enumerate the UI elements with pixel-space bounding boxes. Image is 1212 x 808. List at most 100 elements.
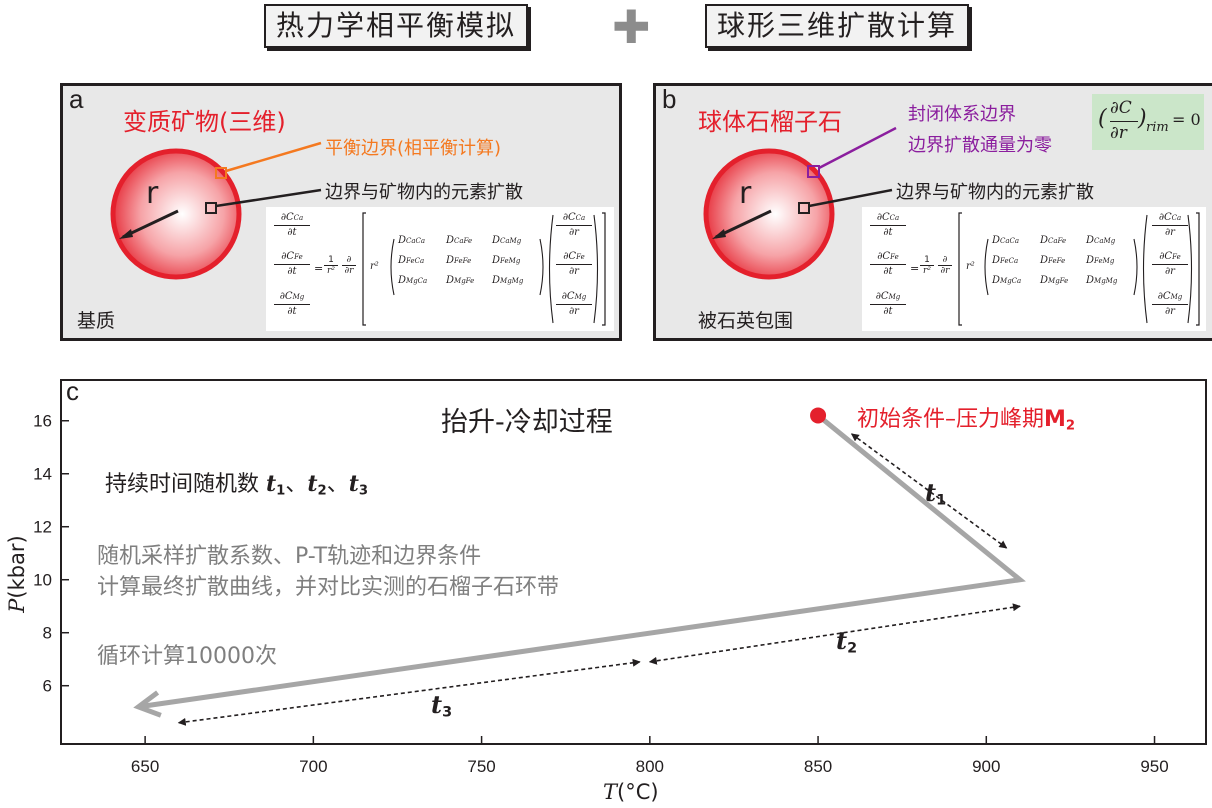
r2-factor: r² [370, 261, 379, 272]
d-mgmg-sub: MgMg [1094, 277, 1118, 285]
lhs-fe-denominator: ∂t [287, 266, 297, 277]
diffusion-equation-a: ∂CCa ∂t ∂CFe ∂t ∂CMg ∂t = 1 r² ∂ ∂r r² DCaCa DCaFe DCa… [266, 207, 614, 331]
d-feca-symbol: D [992, 255, 1001, 266]
d-femg: DFeMg [1086, 255, 1114, 266]
closed-boundary-marker [807, 165, 820, 178]
x-tick-label-850: 850 [804, 757, 832, 776]
d-caca: DCaCa [992, 235, 1019, 246]
duration-t1-sub: 1 [276, 483, 286, 499]
d-mgmg: DMgMg [1086, 275, 1117, 286]
rhs-mg: ∂CMg ∂r [1150, 291, 1190, 317]
loop-note: 循环计算10000次 [97, 644, 277, 669]
interior-marker-square-b [798, 202, 810, 214]
segment-t1-symbol: t [925, 478, 937, 507]
zero-flux-equals: = 0 [1172, 110, 1201, 129]
d-cafe: DCaFe [1040, 235, 1066, 246]
rhs-fe-num-text: ∂C [563, 251, 577, 262]
one-bar [920, 265, 934, 266]
lhs-ca: ∂CCa ∂t [868, 212, 908, 238]
d-feca: DFeCa [992, 255, 1018, 266]
rhs-fe-num-text: ∂C [1159, 251, 1173, 262]
lhs-mg-denominator: ∂t [287, 306, 297, 317]
segment-t3-symbol: t [431, 690, 443, 719]
interior-leader-line-b [808, 188, 893, 208]
rhs-ca: ∂CCa ∂r [554, 212, 594, 238]
d-cafe-sub: CaFe [454, 237, 473, 245]
y-tick-label-14: 14 [33, 465, 52, 484]
rhs-fe-numerator: ∂CFe [554, 251, 594, 263]
rhs-fe-num-sub: Fe [576, 253, 585, 261]
d-femg-sub: FeMg [1094, 257, 1115, 265]
segment-t2-sub: 2 [847, 640, 858, 657]
lhs-ca-denominator: ∂t [883, 227, 893, 238]
segment-label-t3: t3 [431, 690, 452, 721]
mineral-sphere [110, 148, 242, 280]
lhs-mg: ∂CMg ∂t [272, 291, 312, 317]
interior-leader-line [215, 188, 322, 208]
d-mgfe-symbol: D [1040, 275, 1049, 286]
x-axis-symbol: T [603, 780, 618, 804]
d-femg-sub: FeMg [500, 257, 521, 265]
rhs-mg-denominator: ∂r [1165, 306, 1175, 317]
x-tick-label-700: 700 [299, 757, 327, 776]
d-caca: DCaCa [398, 235, 425, 246]
interior-marker-square [205, 202, 217, 214]
rhs-mg-num-sub: Mg [1170, 293, 1183, 301]
rhs-fe-num-sub: Fe [1172, 253, 1181, 261]
rhs-ca-numerator: ∂CCa [1150, 212, 1190, 224]
zero-flux-note: 边界扩散通量为零 [908, 135, 1052, 156]
lhs-fe-denominator: ∂t [883, 266, 893, 277]
d-camg-sub: CaMg [500, 237, 522, 245]
duration-prefix: 持续时间随机数 [105, 472, 266, 497]
rhs-mg-denominator: ∂r [569, 306, 579, 317]
peak-condition-point [810, 407, 827, 424]
r2-factor: r² [966, 261, 975, 272]
partial-denominator: ∂r [344, 266, 354, 276]
sampling-note-line-1: 随机采样扩散系数、P-T轨迹和边界条件 [97, 544, 482, 569]
rhs-ca-denominator: ∂r [569, 227, 579, 238]
zero-flux-numerator: ∂C [1110, 98, 1132, 118]
panel-c-label: c [66, 376, 79, 406]
title-thermodynamic-text: 热力学相平衡模拟 [276, 9, 517, 42]
y-tick-label-6: 6 [43, 677, 52, 696]
mineral-sphere-diagram-a [110, 141, 322, 280]
d-mgfe-symbol: D [446, 275, 455, 286]
d-fefe: DFeFe [446, 255, 471, 266]
duration-t2-sub: 2 [317, 483, 327, 499]
closed-boundary-leader [818, 126, 897, 170]
x-axis-title: T(°C) [603, 780, 659, 804]
segment-label-t2: t2 [836, 626, 857, 657]
lhs-ca-num-text: ∂C [280, 212, 294, 223]
d-caca-symbol: D [398, 235, 407, 246]
y-axis-unit: (kbar) [5, 535, 29, 599]
x-tick-label-650: 650 [131, 757, 159, 776]
lhs-fe-bar [274, 264, 310, 265]
pt-chart-frame [60, 379, 1207, 745]
d-caca-symbol: D [992, 235, 1001, 246]
initial-condition-sub: 2 [1065, 418, 1076, 434]
d-feca: DFeCa [398, 255, 424, 266]
x-tick-label-950: 950 [1140, 757, 1168, 776]
d-cafe: DCaFe [446, 235, 472, 246]
radius-label-a: r [146, 176, 159, 211]
lhs-fe-num-sub: Fe [890, 253, 899, 261]
zero-flux-open-paren: ( [1098, 106, 1107, 131]
segment-t1-sub: 1 [936, 492, 947, 509]
y-tick-label-8: 8 [43, 624, 52, 643]
equation-brackets-a [362, 212, 606, 326]
lhs-ca-numerator: ∂CCa [868, 212, 908, 224]
d-camg-symbol: D [492, 235, 501, 246]
rhs-fe-bar [556, 264, 592, 265]
d-caca-sub: CaCa [1000, 237, 1020, 245]
radius-arrowhead [119, 229, 133, 239]
lhs-mg-bar [274, 304, 310, 305]
panel-b-label: b [662, 84, 677, 114]
d-mgmg-symbol: D [1086, 275, 1095, 286]
rhs-ca-bar [1152, 225, 1188, 226]
d-femg: DFeMg [492, 255, 520, 266]
boundary-leader-line [225, 141, 322, 173]
one-bar [324, 265, 338, 266]
d-mgca-sub: MgCa [1000, 277, 1022, 285]
d-fefe-symbol: D [446, 255, 455, 266]
lhs-ca-num-sub: Ca [293, 214, 304, 222]
